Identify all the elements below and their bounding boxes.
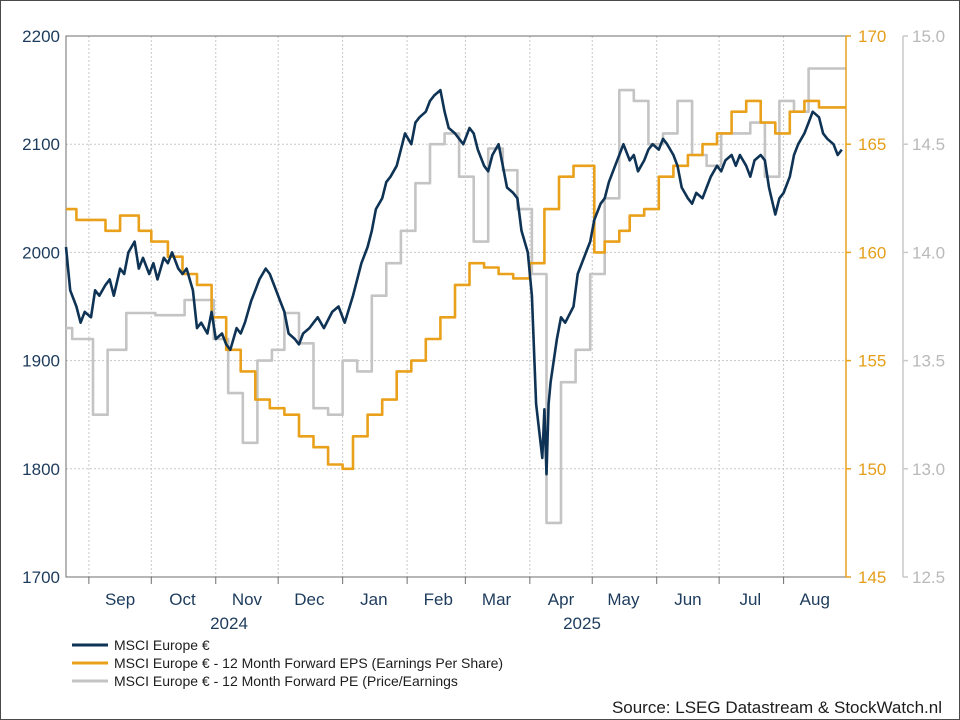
y-tick-left: 2000 (22, 243, 60, 262)
y-tick-pe: 15.0 (912, 27, 945, 46)
year-label-2024: 2024 (210, 614, 248, 633)
x-tick-label: Feb (424, 590, 453, 609)
series-line-msci (64, 88, 843, 476)
series-msci-group (64, 88, 843, 476)
series-line-eps (66, 99, 846, 471)
y-axis-eps-ticks: 170 165 160 155 150 145 (846, 27, 886, 587)
y-tick-eps: 155 (858, 352, 886, 371)
x-tick-label: Jun (674, 590, 701, 609)
y-tick-pe: 13.5 (912, 352, 945, 371)
x-tick-label: Aug (800, 590, 830, 609)
y-tick-eps: 170 (858, 27, 886, 46)
y-tick-left: 1700 (22, 568, 60, 587)
legend-label-eps: MSCI Europe € - 12 Month Forward EPS (Ea… (114, 655, 503, 671)
series-eps-group (66, 99, 846, 471)
y-tick-pe: 13.0 (912, 460, 945, 479)
y-tick-left: 1800 (22, 460, 60, 479)
y-tick-left: 2100 (22, 135, 60, 154)
year-label-2025: 2025 (563, 614, 601, 633)
y-tick-left: 2200 (22, 27, 60, 46)
x-tick-label: Oct (169, 590, 196, 609)
x-axis-ticks: Sep Oct Nov Dec Jan Feb Mar Apr May Jun Jul Aug (88, 577, 830, 609)
x-tick-label: Jul (739, 590, 761, 609)
x-tick-label: Jan (360, 590, 387, 609)
y-tick-eps: 150 (858, 460, 886, 479)
x-tick-label: Nov (232, 590, 263, 609)
x-tick-label: Mar (482, 590, 512, 609)
legend-label-pe: MSCI Europe € - 12 Month Forward PE (Pri… (114, 673, 458, 689)
source-label: Source: LSEG Datastream & StockWatch.nl (612, 698, 942, 717)
y-axis-left-ticks: 2200 2100 2000 1900 1800 1700 (22, 27, 60, 587)
y-tick-pe: 14.5 (912, 135, 945, 154)
y-tick-pe: 12.5 (912, 568, 945, 587)
x-tick-label: Sep (105, 590, 135, 609)
x-tick-label: Apr (548, 590, 575, 609)
y-tick-pe: 14.0 (912, 243, 945, 262)
y-tick-left: 1900 (22, 352, 60, 371)
y-tick-eps: 145 (858, 568, 886, 587)
x-tick-label: Dec (294, 590, 325, 609)
legend-label-msci: MSCI Europe € (114, 637, 210, 653)
y-tick-eps: 165 (858, 135, 886, 154)
x-tick-label: May (607, 590, 640, 609)
y-tick-eps: 160 (858, 243, 886, 262)
y-axis-pe-ticks: 15.0 14.5 14.0 13.5 13.0 12.5 (903, 27, 945, 587)
